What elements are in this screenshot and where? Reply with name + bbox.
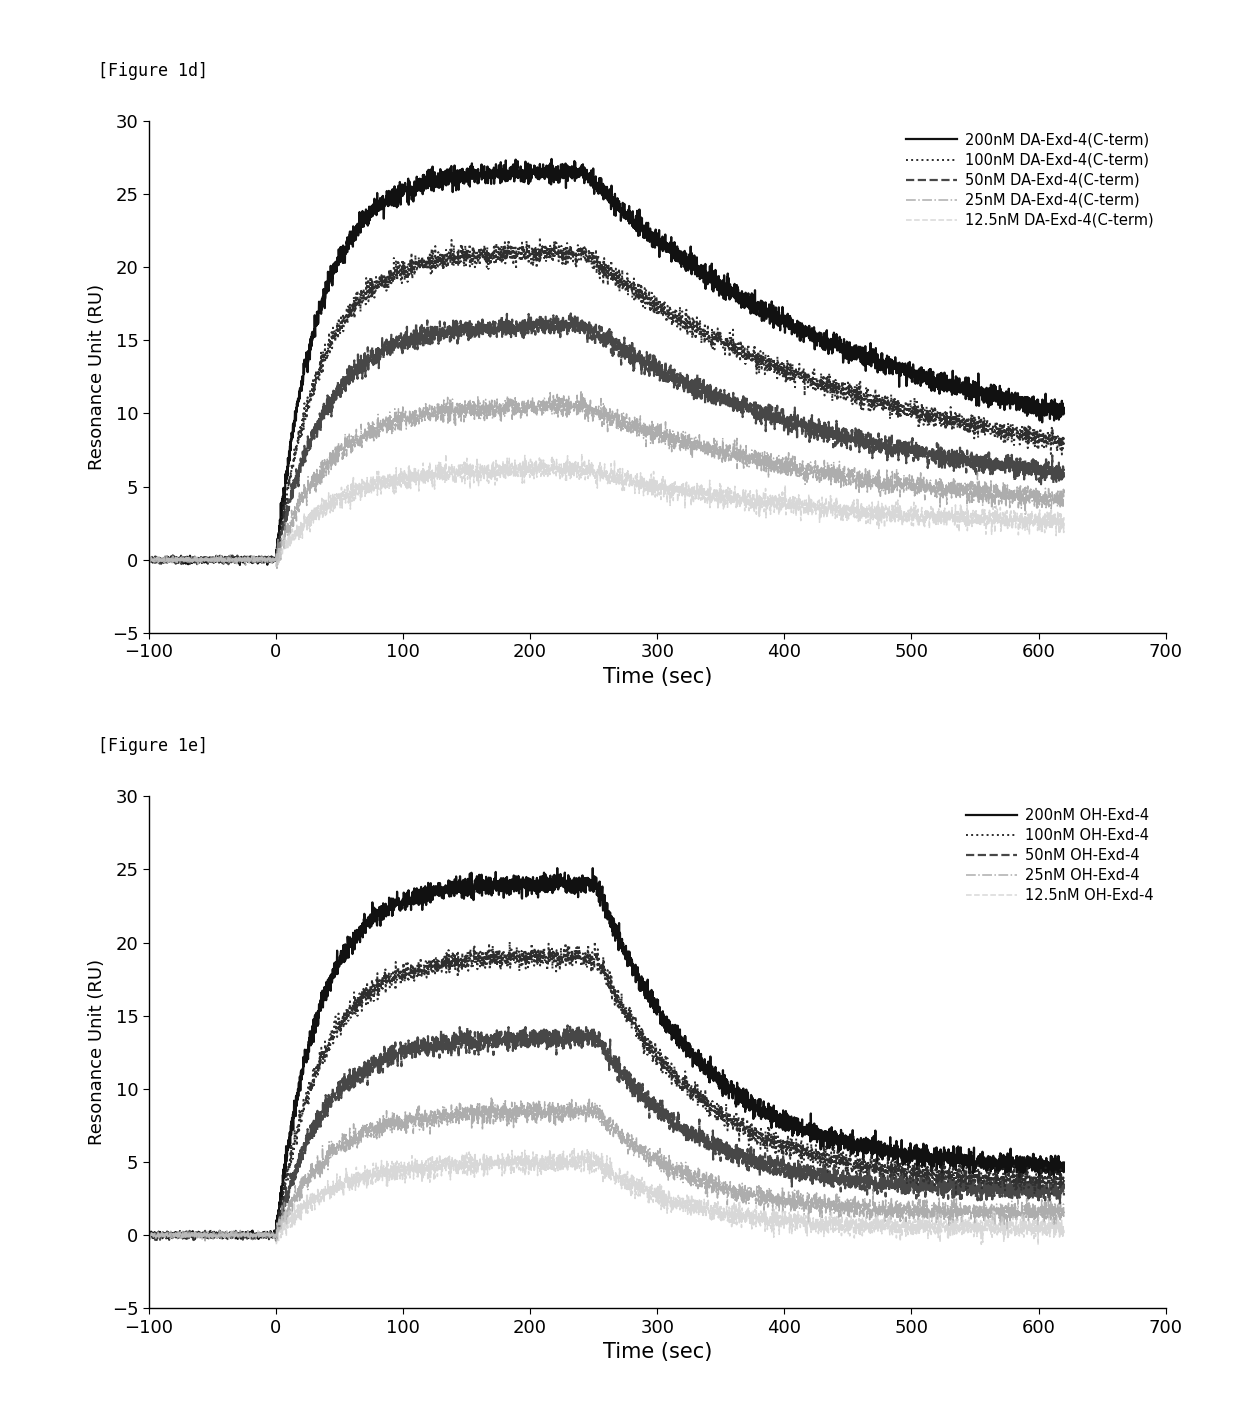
X-axis label: Time (sec): Time (sec)	[603, 1342, 712, 1362]
Y-axis label: Resonance Unit (RU): Resonance Unit (RU)	[88, 960, 107, 1145]
X-axis label: Time (sec): Time (sec)	[603, 667, 712, 687]
Text: [Figure 1d]: [Figure 1d]	[98, 63, 208, 80]
Y-axis label: Resonance Unit (RU): Resonance Unit (RU)	[88, 284, 107, 469]
Legend: 200nM OH-Exd-4, 100nM OH-Exd-4, 50nM OH-Exd-4, 25nM OH-Exd-4, 12.5nM OH-Exd-4: 200nM OH-Exd-4, 100nM OH-Exd-4, 50nM OH-…	[961, 803, 1158, 907]
Legend: 200nM DA-Exd-4(C-term), 100nM DA-Exd-4(C-term), 50nM DA-Exd-4(C-term), 25nM DA-E: 200nM DA-Exd-4(C-term), 100nM DA-Exd-4(C…	[901, 128, 1158, 232]
Text: [Figure 1e]: [Figure 1e]	[98, 738, 208, 755]
